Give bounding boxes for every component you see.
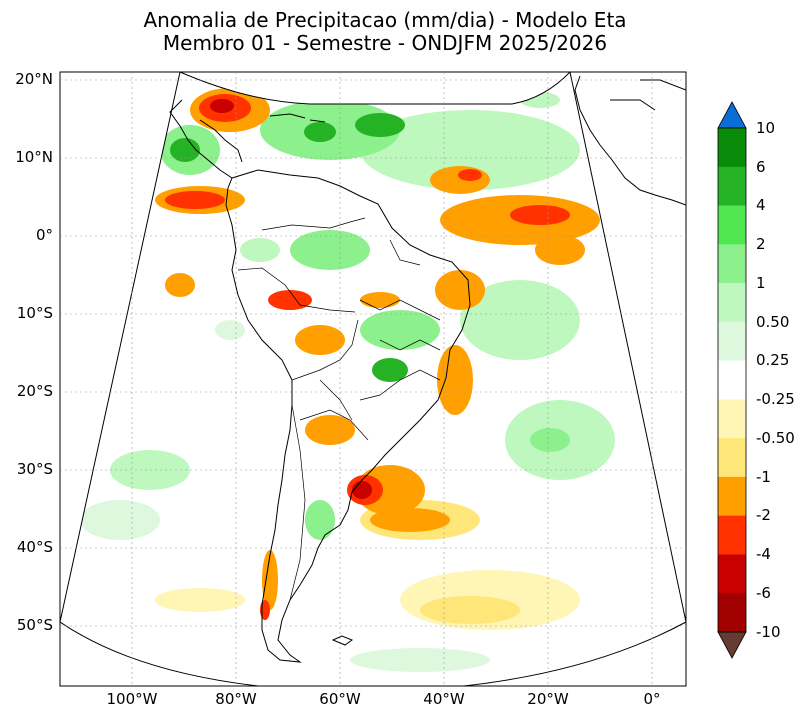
colorbar-label: 1	[756, 274, 766, 292]
colorbar-label: -2	[756, 506, 771, 524]
coastlines	[169, 75, 686, 663]
title-line-1: Anomalia de Precipitacao (mm/dia) - Mode…	[143, 8, 627, 32]
lat-label: 10°N	[15, 148, 53, 166]
colorbar-segment	[718, 205, 746, 245]
colorbar-label: -6	[756, 584, 771, 602]
colorbar-label: 4	[756, 196, 766, 214]
colorbar-segment	[718, 554, 746, 594]
lon-label: 80°W	[215, 690, 257, 708]
colorbar	[717, 101, 747, 659]
colorbar-arrow-up	[717, 101, 747, 129]
colorbar-segment	[718, 166, 746, 207]
colorbar-segment	[718, 244, 746, 284]
colorbar-label: -4	[756, 545, 771, 563]
gridlines	[60, 72, 686, 686]
colorbar-label: -10	[756, 623, 781, 641]
colorbar-segment	[718, 128, 746, 168]
lon-label: 40°W	[423, 690, 465, 708]
domain-boundary	[60, 72, 686, 686]
lon-label: 0°	[643, 690, 661, 708]
title-line-2: Membro 01 - Semestre - ONDJFM 2025/2026	[162, 31, 608, 55]
map-frame	[59, 71, 687, 687]
colorbar-label: 2	[756, 235, 766, 253]
colorbar-segment	[718, 438, 746, 478]
colorbar-label: -0.50	[756, 429, 795, 447]
colorbar-segment	[718, 321, 746, 362]
lon-label: 100°W	[106, 690, 158, 708]
lon-label: 60°W	[319, 690, 361, 708]
colorbar-label: 6	[756, 158, 766, 176]
colorbar-segment	[718, 399, 746, 439]
lat-label: 20°S	[16, 382, 53, 400]
colorbar-label: 0.25	[756, 351, 790, 369]
lat-label: 10°S	[16, 304, 53, 322]
colorbar-segment	[718, 593, 746, 633]
colorbar-segment	[718, 360, 746, 400]
lat-label: 40°S	[16, 538, 53, 556]
colorbar-label: -0.25	[756, 390, 795, 408]
colorbar-label: 0.50	[756, 313, 790, 331]
lat-label: 0°	[35, 226, 53, 244]
lat-label: 20°N	[15, 70, 53, 88]
lon-label: 20°W	[527, 690, 569, 708]
colorbar-arrow-down	[717, 631, 747, 659]
colorbar-label: -1	[756, 468, 771, 486]
colorbar-label: 10	[756, 119, 776, 137]
lat-label: 30°S	[16, 460, 53, 478]
colorbar-segment	[718, 515, 746, 555]
colorbar-segment	[718, 283, 746, 323]
borders	[237, 217, 441, 601]
lat-label: 50°S	[16, 616, 53, 634]
colorbar-segment	[718, 476, 746, 517]
